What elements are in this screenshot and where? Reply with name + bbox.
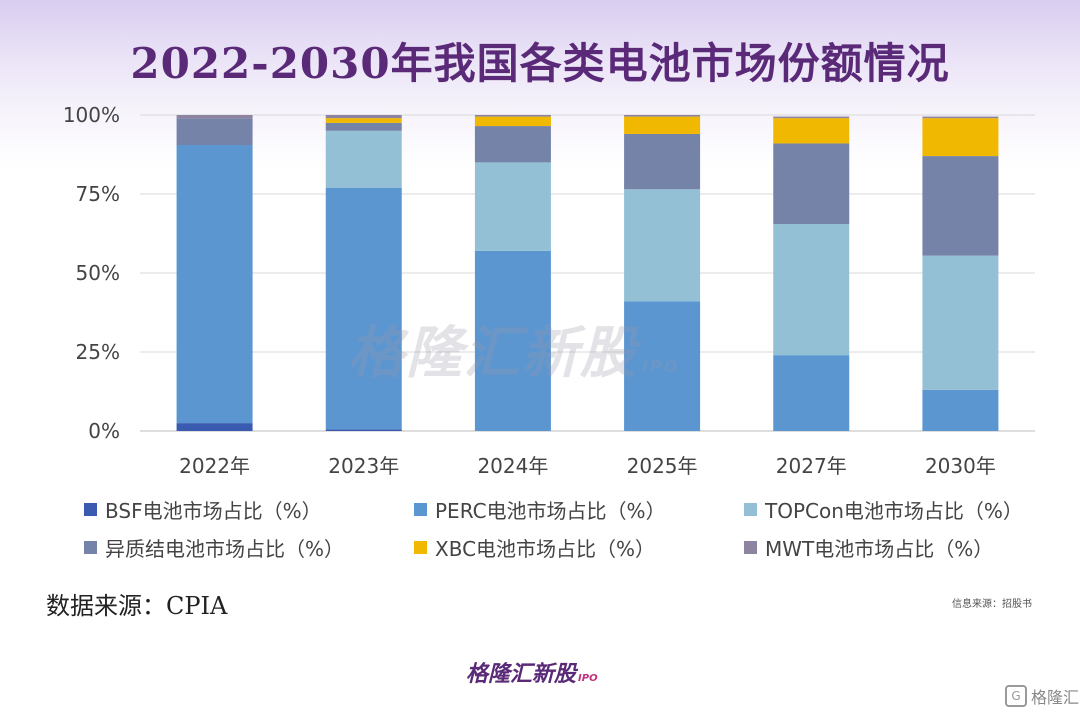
bar-segment-bsf (176, 423, 253, 431)
brand-logo: 格隆汇新股 IPO (466, 662, 598, 687)
x-tick-label: 2025年 (627, 454, 698, 478)
bar-segment-hjt (176, 118, 253, 146)
chart-title: 2022-2030年我国各类电池市场份额情况 (130, 39, 950, 88)
legend-label: PERC电池市场占比（%） (435, 498, 666, 523)
data-source: 数据来源：CPIA (46, 592, 228, 620)
bar-segment-topcon (624, 189, 701, 302)
bar-segment-topcon (922, 255, 999, 390)
x-tick-label: 2022年 (179, 454, 250, 478)
y-tick-label: 0% (88, 419, 120, 443)
bar-segment-mwt (474, 115, 551, 117)
bar-segment-mwt (624, 115, 701, 117)
bar-segment-hjt (474, 126, 551, 163)
x-tick-label: 2030年 (925, 454, 996, 478)
legend-item-mwt: MWT电池市场占比（%） (744, 534, 1044, 561)
bar-segment-perc (474, 250, 551, 431)
bar-segment-topcon (325, 130, 402, 188)
bar-segment-perc (325, 187, 402, 430)
bar-segment-mwt (922, 116, 999, 119)
bar-segment-xbc (773, 118, 850, 144)
y-tick-label: 75% (76, 182, 120, 206)
bar-segment-hjt (773, 143, 850, 225)
bar-segment-hjt (325, 122, 402, 131)
bar-segment-hjt (922, 156, 999, 256)
legend-swatch (84, 540, 97, 554)
bar-segment-perc (922, 389, 999, 431)
info-source: 信息来源：招股书 (952, 599, 1032, 610)
bar-segment-topcon (773, 224, 850, 356)
legend-swatch (414, 502, 427, 516)
bar-segment-xbc (325, 118, 402, 123)
x-tick-label: 2027年 (776, 454, 847, 478)
x-tick-label: 2023年 (328, 454, 399, 478)
stacked-bar-chart: 0% 25% 50% 75% 100% 2022年 2023年 2024年 2025年 2027… (63, 103, 1035, 478)
bar-segment-xbc (474, 116, 551, 127)
logo-icon: G (1005, 685, 1027, 707)
legend-label: BSF电池市场占比（%） (105, 498, 322, 523)
legend-item-perc: PERC电池市场占比（%） (414, 496, 744, 523)
y-tick-label: 100% (63, 103, 120, 127)
bar-segment-perc (773, 355, 850, 431)
corner-logo-text: 格隆汇 (1031, 688, 1080, 707)
legend-item-xbc: XBC电池市场占比（%） (414, 534, 744, 561)
legend-label: 异质结电池市场占比（%） (105, 536, 345, 561)
bar-segment-hjt (624, 133, 701, 190)
chart-legend: BSF电池市场占比（%） PERC电池市场占比（%） TOPCon电池市场占比（%）… (84, 496, 1044, 561)
bar-segment-perc (176, 145, 253, 424)
bar-segment-mwt (325, 115, 402, 119)
x-tick-label: 2024年 (477, 454, 548, 478)
bar-segment-perc (624, 301, 701, 431)
bar-segment-mwt (773, 116, 850, 119)
bar-segment-mwt (176, 115, 253, 119)
bar-segment-xbc (624, 116, 701, 134)
legend-item-topcon: TOPCon电池市场占比（%） (744, 496, 1044, 523)
bar-segment-xbc (922, 118, 999, 157)
legend-item-hjt: 异质结电池市场占比（%） (84, 534, 414, 561)
bar-segment-topcon (474, 162, 551, 251)
legend-swatch (744, 540, 757, 554)
legend-swatch (414, 540, 427, 554)
legend-swatch (84, 502, 97, 516)
legend-item-bsf: BSF电池市场占比（%） (84, 496, 414, 523)
legend-label: TOPCon电池市场占比（%） (765, 498, 1023, 523)
legend-swatch (744, 502, 757, 516)
y-tick-label: 50% (76, 261, 120, 285)
legend-label: XBC电池市场占比（%） (435, 536, 656, 561)
y-tick-label: 25% (76, 340, 120, 364)
legend-label: MWT电池市场占比（%） (765, 536, 994, 561)
corner-logo: G 格隆汇 (1005, 684, 1079, 708)
bar-segment-bsf (325, 429, 402, 431)
